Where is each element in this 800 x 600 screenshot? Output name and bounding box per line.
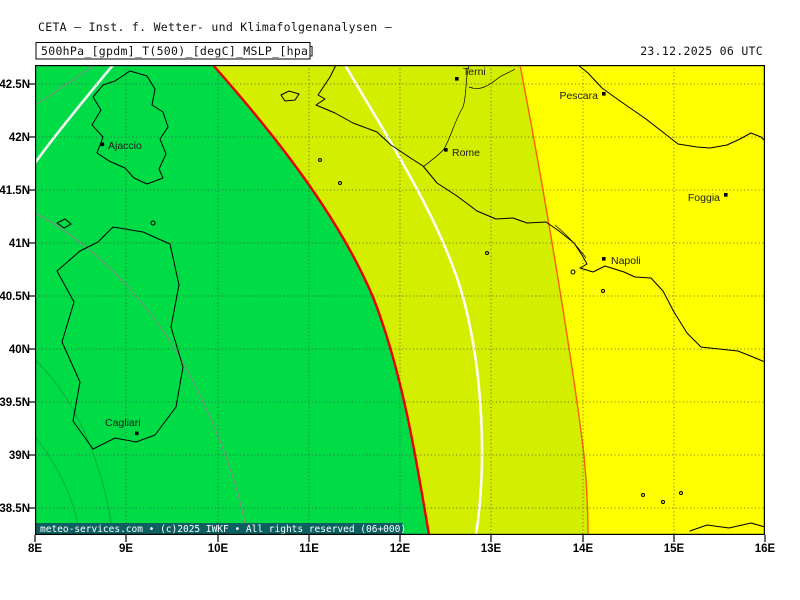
city-label-napoli: Napoli xyxy=(611,255,641,267)
product-label-box xyxy=(35,42,311,60)
map-border xyxy=(35,65,765,535)
attribution-text: meteo-services.com • (c)2025 IWKF • All … xyxy=(40,524,406,535)
lat-tick-label: 38.5N xyxy=(0,503,30,515)
lat-tick-label: 41.5N xyxy=(0,185,30,197)
lat-tick-label: 42.5N xyxy=(0,79,30,91)
river-lines xyxy=(422,65,587,259)
cold-green-region xyxy=(35,65,429,535)
lon-tick-label: 14E xyxy=(573,543,594,555)
institute-title: CETA – Inst. f. Wetter- und Klimafolgena… xyxy=(38,20,392,34)
lon-tick-label: 8E xyxy=(28,543,42,555)
longitude-axis: 8E 9E 10E 11E 12E 13E 14E 15E 16E xyxy=(28,535,776,555)
temp-contour-red xyxy=(212,65,431,535)
isobar-lines xyxy=(35,65,248,535)
small-islands xyxy=(56,90,683,504)
geopotential-contours xyxy=(35,65,484,535)
lon-tick-label: 16E xyxy=(755,543,776,555)
city-label-pescara: Pescara xyxy=(559,90,598,102)
italy-adriatic-coastline xyxy=(577,65,765,149)
city-label-ajaccio: Ajaccio xyxy=(108,140,142,152)
sicily-coastline xyxy=(689,522,765,532)
lon-tick-label: 12E xyxy=(390,543,411,555)
city-label-foggia: Foggia xyxy=(688,192,720,204)
lat-tick-label: 39N xyxy=(9,450,30,462)
ajaccio-marker xyxy=(100,142,105,147)
map-plot: Ajaccio Terni Rome Pescara Foggia Napoli… xyxy=(35,65,765,535)
valid-datetime: 23.12.2025 06 UTC xyxy=(640,44,763,58)
city-layer: Ajaccio Terni Rome Pescara Foggia Napoli… xyxy=(100,66,728,436)
lon-tick-label: 13E xyxy=(481,543,502,555)
latitude-axis: 42.5N 42N 41.5N 41N 40.5N 40N 39.5N 39N … xyxy=(0,79,35,515)
cagliari-marker xyxy=(135,431,139,436)
lon-tick-label: 10E xyxy=(208,543,229,555)
lat-tick-label: 41N xyxy=(9,238,30,250)
city-label-rome: Rome xyxy=(452,147,480,159)
lat-tick-label: 42N xyxy=(9,132,30,144)
lat-tick-label: 40N xyxy=(9,344,30,356)
foggia-marker xyxy=(724,193,728,197)
lon-tick-label: 15E xyxy=(664,543,685,555)
product-label: 500hPa_[gpdm]_T(500)_[degC]_MSLP_[hpa] xyxy=(41,44,316,58)
temp-contour-orange xyxy=(519,65,589,535)
rome-marker xyxy=(444,148,448,152)
corsica-coastline xyxy=(91,70,169,185)
lat-tick-label: 40.5N xyxy=(0,291,30,303)
lat-tick-label: 39.5N xyxy=(0,397,30,409)
city-label-terni: Terni xyxy=(463,66,486,78)
napoli-marker xyxy=(602,257,606,261)
lon-tick-label: 9E xyxy=(119,543,133,555)
terni-marker xyxy=(455,77,459,81)
attribution-bar xyxy=(35,523,403,535)
city-label-cagliari: Cagliari xyxy=(105,417,141,429)
pescara-marker xyxy=(602,92,606,96)
italy-tyrrhenian-coastline xyxy=(315,65,765,363)
lon-tick-label: 11E xyxy=(299,543,319,555)
sardinia-coastline xyxy=(56,226,184,450)
